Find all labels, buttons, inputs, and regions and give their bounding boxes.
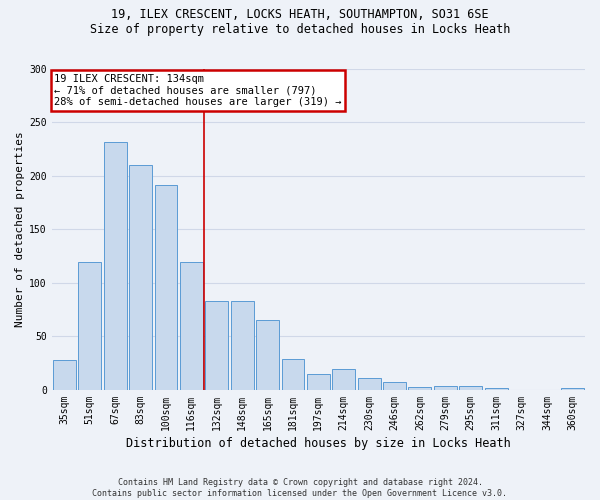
Bar bbox=[256, 320, 279, 390]
Bar bbox=[485, 388, 508, 390]
Bar bbox=[561, 388, 584, 390]
Bar bbox=[231, 301, 254, 390]
Bar bbox=[358, 378, 380, 390]
Bar bbox=[459, 386, 482, 390]
Bar bbox=[409, 386, 431, 390]
Bar bbox=[155, 184, 178, 390]
Bar bbox=[332, 368, 355, 390]
X-axis label: Distribution of detached houses by size in Locks Heath: Distribution of detached houses by size … bbox=[126, 437, 511, 450]
Bar bbox=[180, 262, 203, 390]
Bar bbox=[383, 382, 406, 390]
Bar bbox=[79, 262, 101, 390]
Bar bbox=[307, 374, 330, 390]
Bar bbox=[104, 142, 127, 390]
Text: Contains HM Land Registry data © Crown copyright and database right 2024.
Contai: Contains HM Land Registry data © Crown c… bbox=[92, 478, 508, 498]
Bar bbox=[205, 301, 228, 390]
Text: 19, ILEX CRESCENT, LOCKS HEATH, SOUTHAMPTON, SO31 6SE
Size of property relative : 19, ILEX CRESCENT, LOCKS HEATH, SOUTHAMP… bbox=[90, 8, 510, 36]
Bar bbox=[129, 166, 152, 390]
Bar bbox=[53, 360, 76, 390]
Bar bbox=[281, 359, 304, 390]
Bar bbox=[434, 386, 457, 390]
Y-axis label: Number of detached properties: Number of detached properties bbox=[15, 132, 25, 328]
Text: 19 ILEX CRESCENT: 134sqm
← 71% of detached houses are smaller (797)
28% of semi-: 19 ILEX CRESCENT: 134sqm ← 71% of detach… bbox=[55, 74, 342, 107]
